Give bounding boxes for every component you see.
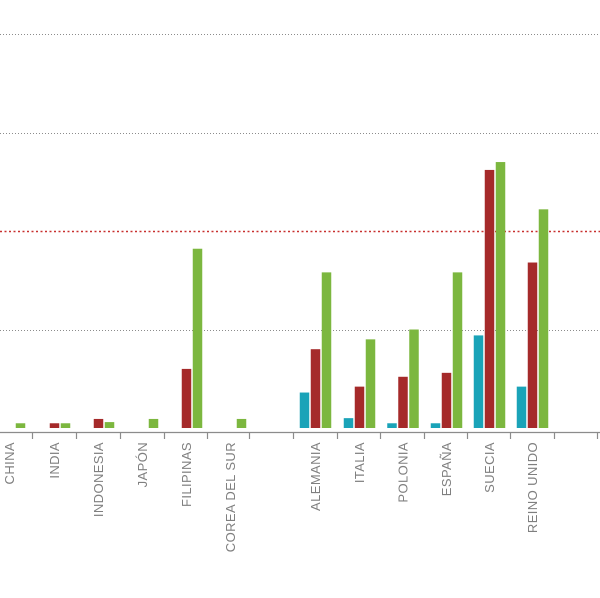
bar bbox=[398, 376, 408, 428]
bar bbox=[299, 392, 310, 428]
bar bbox=[104, 422, 115, 428]
bar bbox=[538, 209, 549, 428]
bar bbox=[354, 386, 365, 428]
bar bbox=[365, 339, 376, 428]
bar bbox=[343, 418, 354, 428]
x-tick-label: ITALIA bbox=[352, 442, 367, 483]
bar bbox=[387, 423, 397, 428]
x-tick-label: REINO UNIDO bbox=[525, 442, 540, 533]
bar bbox=[441, 372, 452, 428]
bar bbox=[148, 418, 159, 428]
x-tick-label: FILIPINAS bbox=[179, 442, 194, 507]
bar bbox=[473, 335, 484, 428]
bar bbox=[321, 272, 332, 428]
bar bbox=[15, 423, 26, 428]
x-tick-label: POLONIA bbox=[396, 442, 411, 503]
x-tick-label: ESPAÑA bbox=[439, 442, 454, 496]
bar bbox=[181, 368, 192, 428]
bar bbox=[236, 418, 247, 428]
x-tick-label: COREA DEL SUR bbox=[223, 442, 238, 552]
bar bbox=[192, 248, 203, 428]
bar bbox=[49, 423, 60, 428]
bar bbox=[527, 262, 538, 428]
bar bbox=[93, 418, 104, 428]
bar bbox=[484, 169, 495, 428]
x-tick-label: JAPÓN bbox=[135, 442, 150, 487]
x-tick-label: SUECIA bbox=[482, 442, 497, 493]
bar bbox=[60, 423, 71, 428]
bar bbox=[409, 329, 419, 428]
x-tick-label: CHINA bbox=[2, 442, 17, 484]
bar bbox=[310, 349, 321, 428]
bar bbox=[430, 423, 441, 428]
x-tick-label: INDONESIA bbox=[91, 442, 106, 517]
bar bbox=[516, 386, 527, 428]
bar bbox=[452, 272, 463, 428]
x-tick-label: INDIA bbox=[47, 442, 62, 479]
bar bbox=[495, 162, 506, 429]
x-tick-label: ALEMANIA bbox=[308, 442, 323, 511]
